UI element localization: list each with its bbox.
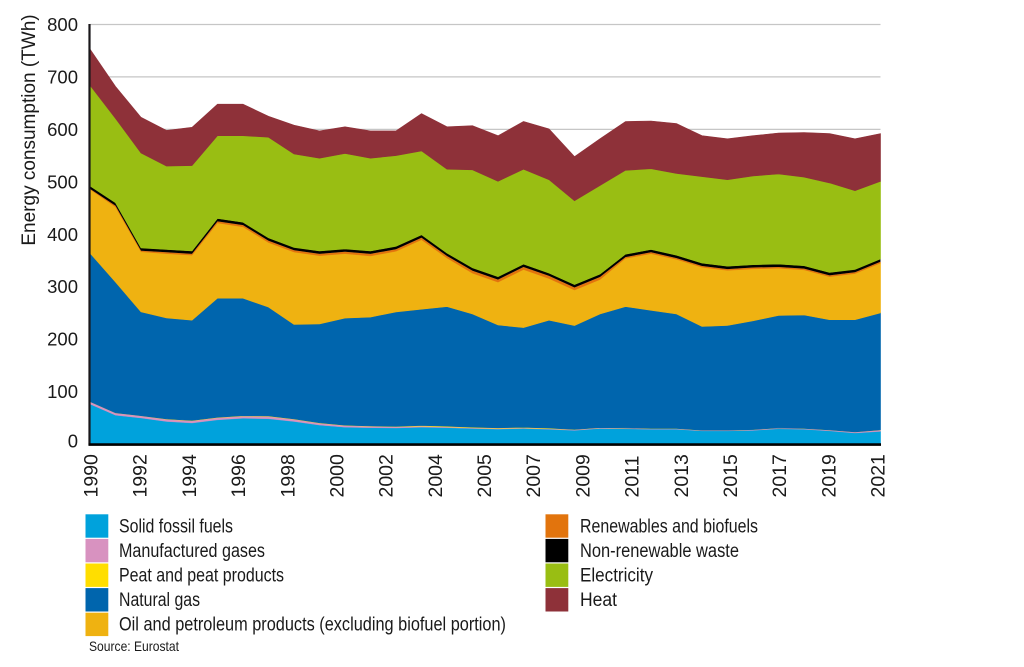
svg-text:700: 700 [47,66,78,87]
svg-text:2017: 2017 [769,454,791,497]
svg-text:400: 400 [47,224,78,245]
svg-text:2002: 2002 [376,454,398,497]
svg-text:2009: 2009 [572,454,594,497]
svg-text:2011: 2011 [622,456,644,498]
svg-text:500: 500 [47,171,78,192]
svg-text:1990: 1990 [81,454,103,498]
svg-text:1992: 1992 [130,454,152,497]
svg-text:Natural gas: Natural gas [119,590,200,611]
svg-text:2019: 2019 [818,454,840,497]
svg-text:800: 800 [47,14,78,35]
svg-text:Non-renewable waste: Non-renewable waste [580,541,739,562]
svg-text:1998: 1998 [277,454,299,497]
svg-text:Solid fossil fuels: Solid fossil fuels [119,516,233,537]
svg-text:Heat: Heat [580,590,618,611]
svg-text:100: 100 [47,381,78,402]
svg-text:Renewables and biofuels: Renewables and biofuels [580,516,758,537]
svg-text:2021: 2021 [868,454,890,497]
svg-text:Oil and petroleum products (ex: Oil and petroleum products (excluding bi… [119,615,506,636]
svg-text:Manufactured gases: Manufactured gases [119,541,265,562]
svg-text:200: 200 [47,329,78,350]
svg-text:2015: 2015 [720,454,742,498]
svg-text:2004: 2004 [425,454,447,498]
svg-text:0: 0 [68,431,78,452]
svg-text:2013: 2013 [671,454,693,497]
svg-text:600: 600 [47,119,78,140]
svg-text:Energy consumption (TWh): Energy consumption (TWh) [19,14,40,245]
svg-text:2005: 2005 [474,454,496,498]
svg-text:Source: Eurostat: Source: Eurostat [89,638,179,654]
svg-text:2000: 2000 [326,454,348,498]
svg-text:2007: 2007 [523,454,545,497]
svg-text:1994: 1994 [179,454,201,498]
svg-text:Peat and peat products: Peat and peat products [119,566,284,587]
svg-text:300: 300 [47,276,78,297]
svg-text:1996: 1996 [228,454,250,497]
svg-text:Electricity: Electricity [580,566,653,587]
